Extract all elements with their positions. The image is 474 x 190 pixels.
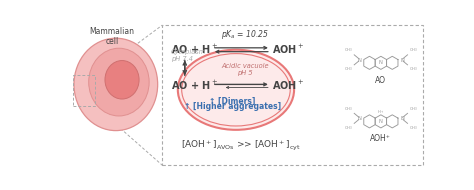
Text: N: N <box>379 60 383 65</box>
Text: CH$_3$: CH$_3$ <box>344 66 353 73</box>
Text: Cytoplasm
pH 7.4: Cytoplasm pH 7.4 <box>171 49 206 62</box>
Text: pK$_a$ = 10.25: pK$_a$ = 10.25 <box>221 28 269 41</box>
Text: CH$_3$: CH$_3$ <box>344 124 353 132</box>
Text: N: N <box>379 119 383 124</box>
Text: AOH$^+$: AOH$^+$ <box>272 43 304 56</box>
Text: CH$_3$: CH$_3$ <box>344 105 353 113</box>
Text: Acidic vacuole
pH 5: Acidic vacuole pH 5 <box>221 63 269 76</box>
Text: AO + H$^+$: AO + H$^+$ <box>171 79 219 93</box>
Text: Mammalian
cell: Mammalian cell <box>90 27 135 46</box>
Ellipse shape <box>89 48 149 116</box>
Text: AOH⁺: AOH⁺ <box>371 135 392 143</box>
Ellipse shape <box>74 38 158 131</box>
Text: H$_+$: H$_+$ <box>377 108 384 116</box>
Bar <box>73 75 95 106</box>
Text: N: N <box>358 116 362 121</box>
Text: N: N <box>358 58 362 63</box>
Text: N: N <box>400 116 404 121</box>
Ellipse shape <box>178 50 294 130</box>
Text: CH$_3$: CH$_3$ <box>409 47 418 54</box>
Text: AO + H$^+$: AO + H$^+$ <box>171 43 219 56</box>
Text: AO: AO <box>375 76 386 85</box>
Bar <box>162 25 423 165</box>
Ellipse shape <box>105 61 139 99</box>
Text: CH$_3$: CH$_3$ <box>409 66 418 73</box>
Text: AOH$^+$: AOH$^+$ <box>272 79 304 93</box>
Text: CH$_3$: CH$_3$ <box>409 124 418 132</box>
Text: ↑ [Higher aggregates]: ↑ [Higher aggregates] <box>183 102 281 111</box>
Text: CH$_3$: CH$_3$ <box>409 105 418 113</box>
Text: CH$_3$: CH$_3$ <box>344 47 353 54</box>
Text: N: N <box>400 58 404 63</box>
Text: ↑ [Dimers]: ↑ [Dimers] <box>209 97 255 106</box>
Text: [AOH$^+$]$_{\mathregular{AVOs}}$ >> [AOH$^+$]$_{\mathregular{cyt}}$: [AOH$^+$]$_{\mathregular{AVOs}}$ >> [AOH… <box>182 138 301 152</box>
